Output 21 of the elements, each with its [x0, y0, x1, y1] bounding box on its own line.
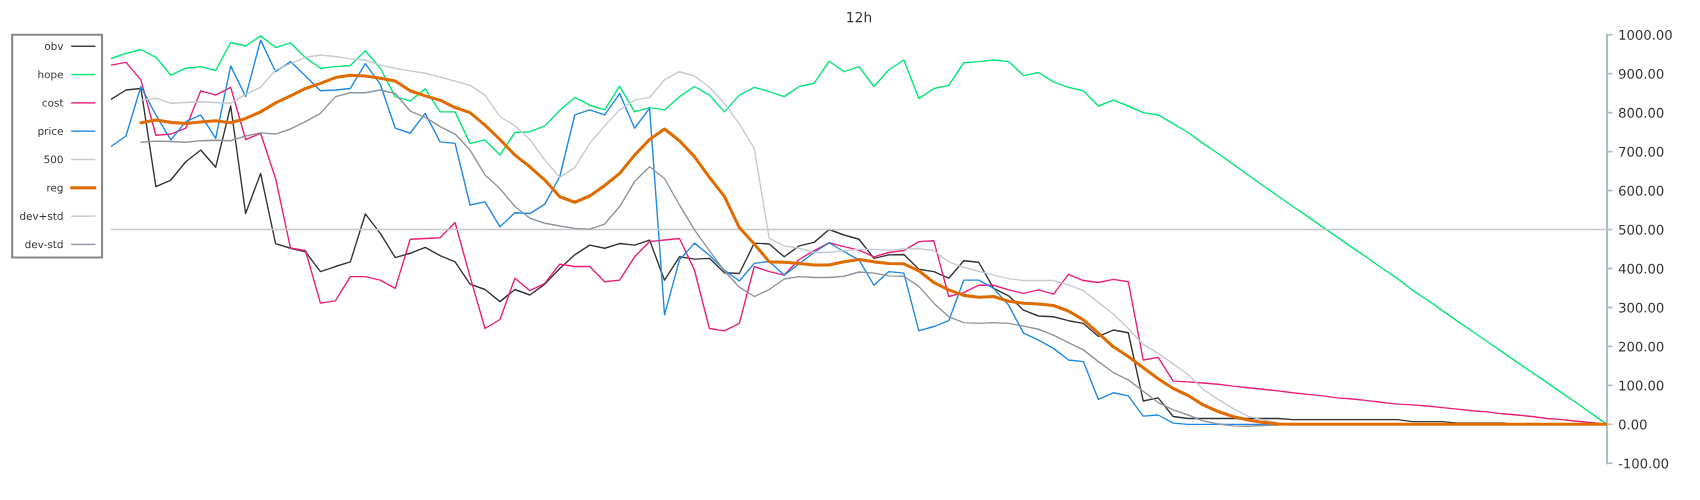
y-tick-label: 700.00: [1619, 146, 1664, 157]
legend-label: dev+std: [20, 211, 63, 220]
y-tick-label: 900.00: [1618, 68, 1664, 79]
chart-title: 12h: [847, 11, 872, 23]
legend-label: cost: [42, 99, 64, 107]
y-tick-label: 500.00: [1619, 224, 1664, 235]
legend-label: price: [38, 126, 63, 137]
legend-label: obv: [44, 41, 64, 51]
legend-label: 500: [44, 155, 63, 164]
y-tick-label: 400.00: [1618, 263, 1664, 274]
legend-label: hope: [38, 70, 63, 81]
legend-label: dev-std: [25, 240, 63, 249]
y-tick-label: 800.00: [1619, 107, 1664, 118]
y-tick-label: 1000.00: [1619, 29, 1672, 40]
legend-label: reg: [47, 185, 63, 194]
y-tick-label: 600.00: [1619, 185, 1664, 196]
y-tick-label: -100.00: [1618, 458, 1669, 469]
y-tick-label: 0.00: [1618, 419, 1647, 430]
y-tick-label: 100.00: [1619, 380, 1664, 391]
y-tick-label: 200.00: [1619, 341, 1664, 352]
y-tick-label: 300.00: [1619, 302, 1664, 313]
